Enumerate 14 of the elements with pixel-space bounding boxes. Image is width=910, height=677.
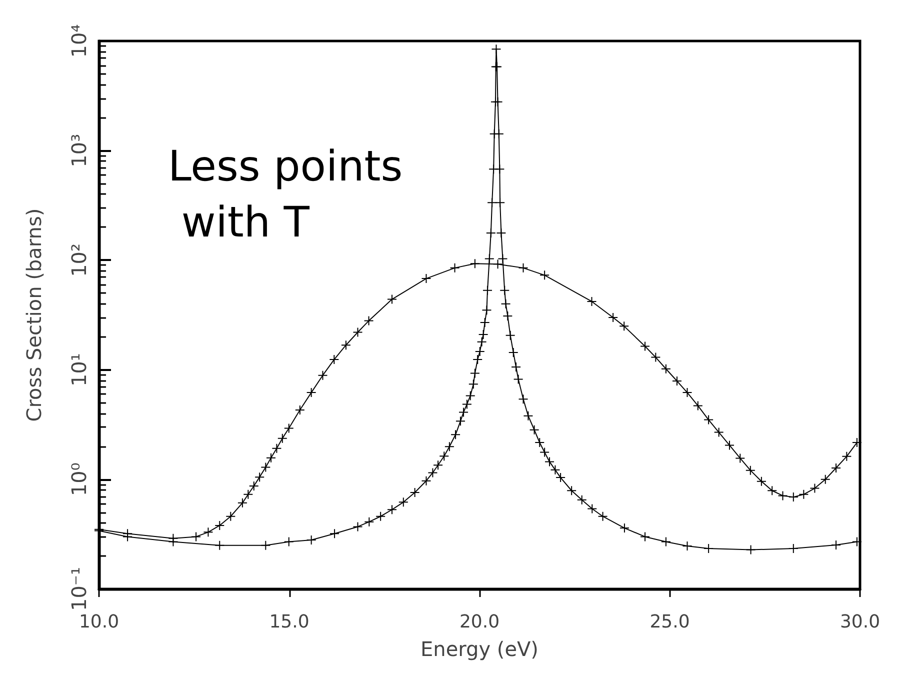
x-tick-label: 30.0 <box>840 612 880 632</box>
x-tick-label: 15.0 <box>269 612 310 632</box>
y-tick-label: 10¹ <box>67 353 91 387</box>
x-tick-label: 25.0 <box>650 612 690 632</box>
y-axis-title: Cross Section (barns) <box>22 208 46 422</box>
x-tick-label: 10.0 <box>78 612 120 632</box>
annotation: Less points with T <box>168 142 403 246</box>
y-tick-label: 10² <box>67 243 91 277</box>
y-tick-label: 10⁻¹ <box>67 566 91 612</box>
y-tick-label: 10³ <box>67 134 91 168</box>
x-axis-title: Energy (eV) <box>420 637 538 661</box>
y-tick-label: 10⁴ <box>67 24 91 58</box>
y-tick-label: 10⁰ <box>67 462 91 496</box>
x-tick-label: 20.0 <box>459 612 500 632</box>
